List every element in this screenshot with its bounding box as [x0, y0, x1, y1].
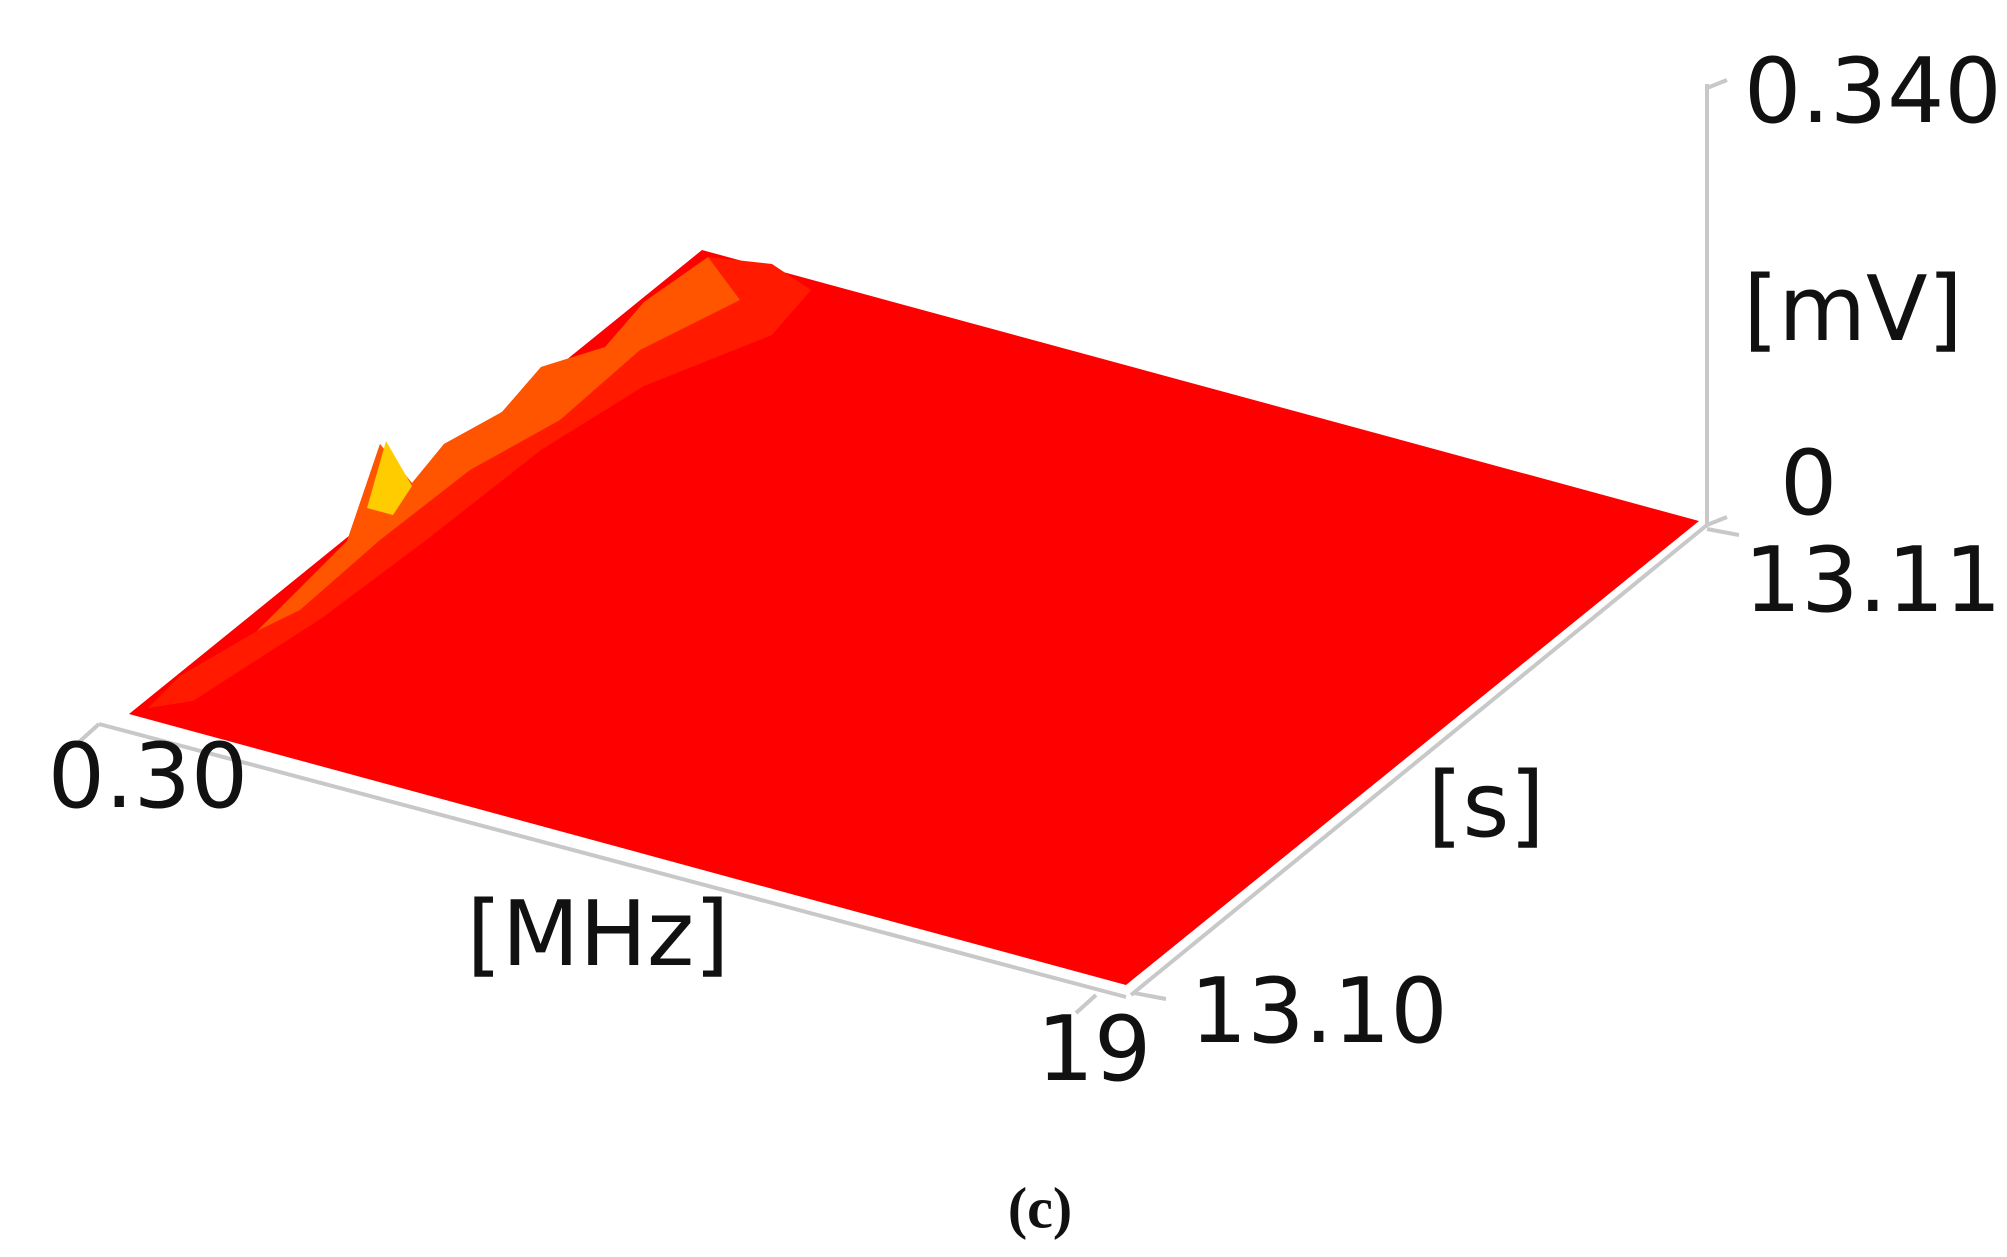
z-tick — [1706, 78, 1728, 90]
y-tick — [1133, 991, 1167, 1001]
y-tick-label: 13.11 — [1744, 528, 2002, 633]
z-tick-label: 0.340 — [1744, 39, 2002, 144]
x-tick — [1074, 993, 1098, 1015]
x-tick-label: 19 — [1037, 997, 1152, 1102]
x-axis-label: [MHz] — [467, 882, 730, 987]
z-tick — [1706, 515, 1728, 527]
y-axis — [1129, 523, 1709, 997]
y-tick — [1706, 527, 1740, 537]
caption: (c) — [1008, 1175, 1072, 1240]
z-tick-label: 0 — [1780, 431, 1837, 536]
surface — [129, 250, 1699, 985]
x-tick-label: 0.30 — [48, 724, 248, 829]
y-tick-label: 13.10 — [1190, 959, 1448, 1064]
z-axis-label: [mV] — [1743, 257, 1962, 362]
x-axis — [98, 722, 1127, 999]
ridge-peak — [367, 441, 412, 515]
x-tick — [77, 722, 101, 744]
surface-ridge — [148, 257, 811, 708]
y-axis-label: [s] — [1427, 753, 1544, 858]
ridge-shade — [257, 257, 740, 631]
